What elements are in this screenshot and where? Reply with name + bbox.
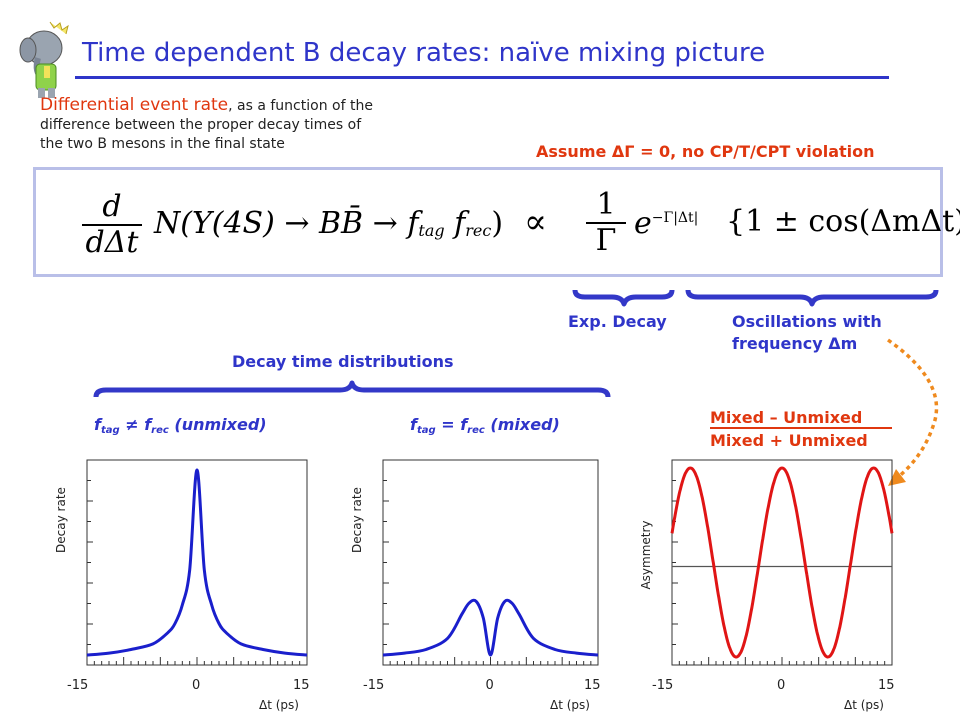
decay-dist-heading: Decay time distributions	[232, 352, 454, 371]
process-text: N(Y(4S) → BB̄ → f	[154, 206, 419, 241]
exp-base: e	[634, 206, 652, 241]
x-tick-label-max: 15	[293, 678, 310, 693]
exp-decay-brace	[572, 289, 675, 307]
elephant-mascot-logo	[19, 21, 69, 98]
mixed-eq: = f	[435, 415, 468, 434]
x-axis-label: Δt (ps)	[844, 698, 884, 712]
y-axis-label: Decay rate	[350, 487, 364, 553]
chart-frame-unmixed	[86, 459, 308, 666]
assumption-note: Assume ΔΓ = 0, no CP/T/CPT violation	[536, 142, 875, 161]
intro-red-phrase: Differential event rate	[40, 95, 229, 115]
exponential-term: e−Γ|Δt|	[634, 206, 698, 241]
slide-title: Time dependent B decay rates: naïve mixi…	[82, 38, 766, 68]
process-expression: N(Y(4S) → BB̄ → ftag frec)	[154, 206, 503, 241]
chart-frame-mixed	[382, 459, 599, 666]
rec-subscript: rec	[465, 221, 492, 240]
derivative-fraction: d dΔt	[82, 190, 142, 260]
unmixed-neq: ≠ f	[119, 415, 152, 434]
intro-line2: difference between the proper decay time…	[40, 117, 362, 133]
mixed-text: (mixed)	[484, 415, 560, 434]
x-tick-label-min: -15	[67, 678, 88, 693]
fraction-gamma: Γ	[595, 223, 617, 258]
mixed-label: ftag = frec (mixed)	[410, 415, 560, 436]
asymmetry-denominator: Mixed + Unmixed	[710, 431, 868, 450]
x-tick-label-min: -15	[363, 678, 384, 693]
mixed-f: f	[410, 415, 417, 434]
mixed-rec-sub: rec	[467, 425, 485, 436]
x-axis-label: Δt (ps)	[550, 698, 590, 712]
y-axis-label: Decay rate	[54, 487, 68, 553]
unmixed-rec-sub: rec	[151, 425, 169, 436]
title-underline	[75, 76, 889, 79]
oscillation-term: {1 ± cos(ΔmΔt)}	[726, 204, 960, 239]
x-tick-label-max: 15	[584, 678, 601, 693]
decay-dist-brace	[93, 380, 611, 398]
frec-text: f	[444, 206, 466, 241]
mixed-tag-sub: tag	[416, 425, 436, 436]
equation-box: d dΔt N(Y(4S) → BB̄ → ftag frec) ∝ 1 Γ e…	[33, 167, 960, 277]
unmixed-f: f	[94, 415, 101, 434]
oscillation-label-line2: frequency Δm	[732, 334, 858, 353]
one-over-gamma: 1 Γ	[586, 188, 626, 258]
intro-line1: , as a function of the	[228, 98, 373, 114]
close-paren: )	[491, 206, 504, 241]
intro-line3: the two B mesons in the final state	[40, 136, 285, 152]
unmixed-text: (unmixed)	[168, 415, 267, 434]
tag-subscript: tag	[418, 221, 445, 240]
derivative-numerator: d	[102, 189, 122, 224]
x-tick-label-zero: 0	[777, 678, 785, 693]
x-tick-label-max: 15	[878, 678, 895, 693]
fraction-one: 1	[596, 187, 616, 222]
unmixed-tag-sub: tag	[100, 425, 120, 436]
chart-frame-asymmetry	[671, 459, 893, 666]
asymmetry-curve	[670, 466, 894, 659]
x-axis-label: Δt (ps)	[259, 698, 299, 712]
asymmetry-numerator: Mixed – Unmixed	[710, 408, 863, 427]
oscillation-label-line1: Oscillations with	[732, 312, 882, 331]
x-tick-label-min: -15	[652, 678, 673, 693]
x-tick-label-zero: 0	[486, 678, 494, 693]
derivative-denominator: dΔt	[85, 225, 139, 260]
mixed-curve	[382, 598, 599, 657]
unmixed-curve	[86, 468, 308, 657]
exp-decay-label: Exp. Decay	[568, 312, 667, 331]
dotted-arrow-curve	[886, 338, 939, 480]
intro-text: Differential event rate, as a function o…	[40, 96, 500, 154]
unmixed-label: ftag ≠ frec (unmixed)	[94, 415, 267, 436]
proportional-symbol: ∝	[524, 202, 548, 242]
oscillation-brace	[685, 289, 939, 307]
x-tick-label-zero: 0	[192, 678, 200, 693]
y-axis-label: Asymmetry	[639, 520, 653, 589]
exp-superscript: −Γ|Δt|	[651, 210, 699, 226]
